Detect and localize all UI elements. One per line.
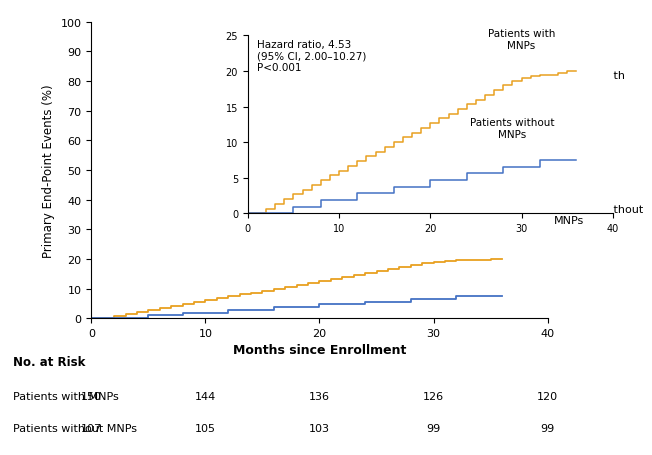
Text: 126: 126 <box>423 391 444 401</box>
Text: 150: 150 <box>81 391 102 401</box>
Text: 107: 107 <box>81 423 102 433</box>
Text: Patients with MNPs: Patients with MNPs <box>13 391 119 401</box>
Text: No. at Risk: No. at Risk <box>13 355 85 368</box>
Text: 99: 99 <box>426 423 441 433</box>
Text: Patients without
MNPs: Patients without MNPs <box>470 118 555 139</box>
Text: 136: 136 <box>309 391 330 401</box>
Text: 105: 105 <box>195 423 216 433</box>
Text: 103: 103 <box>309 423 330 433</box>
Text: 99: 99 <box>541 423 555 433</box>
Text: Patients with
MNPs: Patients with MNPs <box>488 29 556 51</box>
Text: Patients with
MNPs: Patients with MNPs <box>554 71 625 93</box>
Text: 144: 144 <box>195 391 216 401</box>
Text: Hazard ratio, 4.53
(95% CI, 2.00–10.27)
P<0.001: Hazard ratio, 4.53 (95% CI, 2.00–10.27) … <box>257 40 366 73</box>
Text: 120: 120 <box>537 391 558 401</box>
Y-axis label: Primary End-Point Events (%): Primary End-Point Events (%) <box>42 84 55 257</box>
X-axis label: Months since Enrollment: Months since Enrollment <box>233 344 406 357</box>
Text: Patients without MNPs: Patients without MNPs <box>13 423 137 433</box>
Text: Patients without
MNPs: Patients without MNPs <box>554 204 644 226</box>
